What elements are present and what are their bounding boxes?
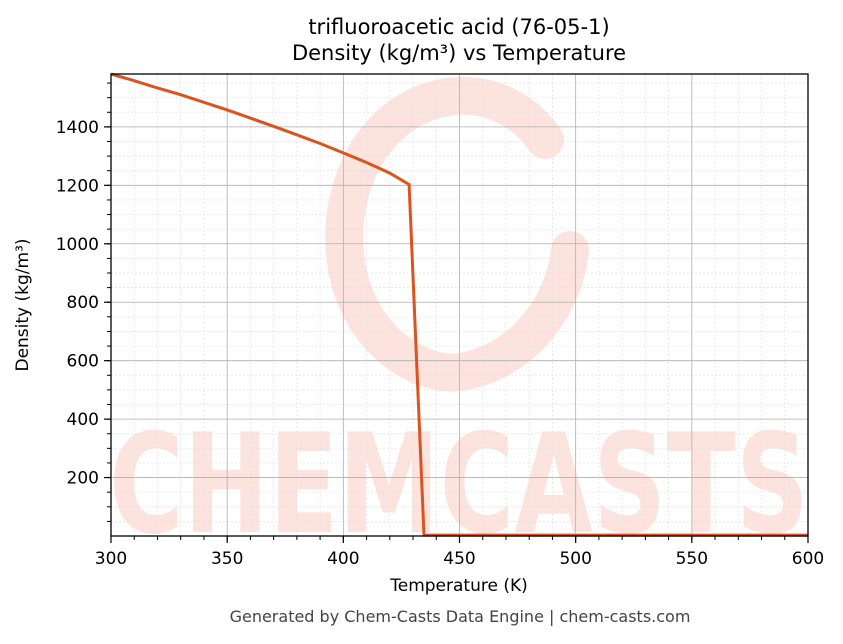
chart-title-line1: trifluoroacetic acid (76-05-1) bbox=[308, 15, 610, 39]
y-tick-label: 600 bbox=[67, 352, 99, 372]
y-tick-label: 800 bbox=[67, 293, 99, 313]
x-tick-label: 500 bbox=[559, 549, 591, 569]
y-tick-label: 200 bbox=[67, 469, 99, 489]
y-axis-label: Density (kg/m³) bbox=[13, 238, 33, 372]
density-line bbox=[110, 72, 808, 537]
x-tick-label: 350 bbox=[211, 549, 243, 569]
y-tick-label: 400 bbox=[67, 410, 99, 430]
x-tick-label: 450 bbox=[443, 549, 475, 569]
chemcasts-watermark: CHEMCASTS bbox=[109, 76, 809, 565]
y-tick-label: 1400 bbox=[56, 118, 99, 138]
footer-credit: Generated by Chem-Casts Data Engine | ch… bbox=[229, 607, 691, 626]
axis-ticks: 300 350 400 450 500 550 600 200 400 600 800 1000 120… bbox=[56, 82, 824, 569]
chart-title-line2: Density (kg/m³) vs Temperature bbox=[291, 41, 627, 65]
x-axis-label: Temperature (K) bbox=[390, 576, 528, 596]
y-tick-label: 1200 bbox=[56, 176, 99, 196]
x-tick-label: 400 bbox=[327, 549, 359, 569]
x-tick-label: 550 bbox=[676, 549, 708, 569]
y-tick-label: 1000 bbox=[56, 235, 99, 255]
x-tick-label: 600 bbox=[792, 549, 824, 569]
x-tick-label: 300 bbox=[95, 549, 127, 569]
